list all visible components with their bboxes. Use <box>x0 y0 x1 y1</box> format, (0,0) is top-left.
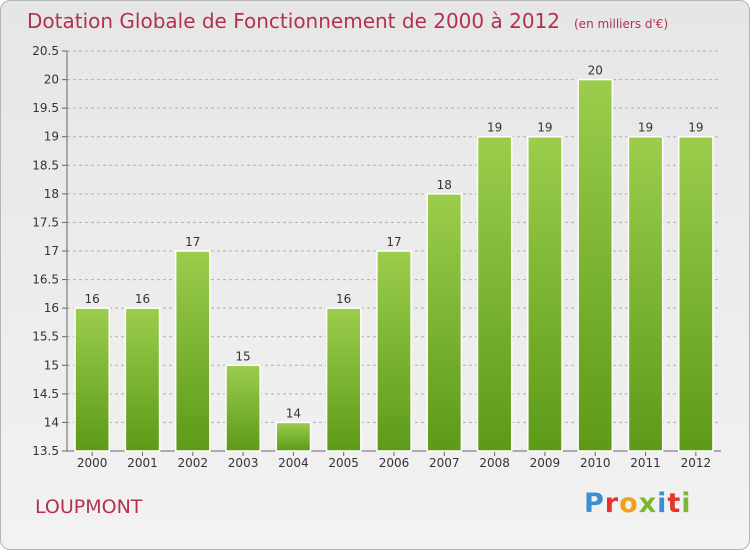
data-label-2006: 17 <box>386 235 401 249</box>
bars <box>74 78 714 452</box>
bar-2003 <box>225 364 261 452</box>
data-label-2005: 16 <box>336 292 351 306</box>
data-label-2008: 19 <box>487 121 502 135</box>
bar-2000 <box>74 307 111 452</box>
logo-letter: r <box>604 488 620 519</box>
x-tick-label-2000: 2000 <box>77 456 108 470</box>
y-tick-label: 16.5 <box>32 273 59 287</box>
data-label-2003: 15 <box>235 349 250 363</box>
bar-2006 <box>376 250 412 452</box>
bar-2012 <box>677 135 714 452</box>
x-tick-label-2003: 2003 <box>228 456 259 470</box>
logo-letter: x <box>638 488 658 519</box>
y-tick-label: 19 <box>44 130 59 144</box>
y-tick-label: 15 <box>44 358 59 372</box>
logo-letter: o <box>619 488 639 519</box>
data-label-2007: 18 <box>437 178 452 192</box>
bar-2002 <box>174 250 211 452</box>
bar-2011 <box>627 135 664 452</box>
data-label-2000: 16 <box>85 292 100 306</box>
x-tick-label-2012: 2012 <box>681 456 712 470</box>
y-tick-label: 14.5 <box>32 387 59 401</box>
y-tick-label: 18 <box>44 187 59 201</box>
x-tick-label-2001: 2001 <box>127 456 158 470</box>
y-tick-label: 17.5 <box>32 215 59 229</box>
bar-2008 <box>476 135 513 452</box>
proxiti-logo: Proxiti <box>584 488 692 519</box>
data-label-2011: 19 <box>638 121 653 135</box>
data-label-2004: 14 <box>286 406 301 420</box>
bar-2005 <box>325 307 362 452</box>
labels: 13.5 14 14.5 15 15.5 16 16.5 17 17.5 18 18.5 19 19.5… <box>32 44 711 470</box>
logo-letter: P <box>584 488 605 519</box>
y-tick-label: 19.5 <box>32 101 59 115</box>
y-tick-label: 20.5 <box>32 44 59 58</box>
x-tick-label-2005: 2005 <box>328 456 359 470</box>
logo-letter: t <box>667 488 682 519</box>
x-tick-label-2004: 2004 <box>278 456 309 470</box>
x-tick-label-2006: 2006 <box>379 456 410 470</box>
bar-2004 <box>275 421 312 452</box>
unit-label: (en milliers d'€) <box>574 17 669 31</box>
chart-title: Dotation Globale de Fonctionnement de 20… <box>27 9 668 33</box>
data-label-2009: 19 <box>537 121 552 135</box>
logo-letter: i <box>657 488 668 519</box>
x-tick-label-2009: 2009 <box>530 456 561 470</box>
y-tick-label: 18.5 <box>32 158 59 172</box>
y-tick-label: 20 <box>44 73 59 87</box>
x-tick-label-2007: 2007 <box>429 456 460 470</box>
data-label-2002: 17 <box>185 235 200 249</box>
bar-2009 <box>527 135 563 452</box>
bar-2010 <box>577 78 614 452</box>
commune-name: LOUPMONT <box>35 496 143 518</box>
data-label-2001: 16 <box>135 292 150 306</box>
data-label-2010: 20 <box>588 64 603 78</box>
bar-2007 <box>426 193 463 452</box>
data-label-2012: 19 <box>688 121 703 135</box>
y-tick-label: 14 <box>44 415 59 429</box>
title-text: Dotation Globale de Fonctionnement de 20… <box>27 9 560 33</box>
x-tick-label-2010: 2010 <box>580 456 611 470</box>
y-tick-label: 16 <box>44 301 59 315</box>
y-tick-label: 15.5 <box>32 330 59 344</box>
y-tick-label: 13.5 <box>32 444 59 458</box>
x-tick-label-2011: 2011 <box>630 456 661 470</box>
logo-letter: i <box>681 488 692 519</box>
y-tick-label: 17 <box>44 244 59 258</box>
x-tick-label-2008: 2008 <box>479 456 510 470</box>
bar-2001 <box>124 307 161 452</box>
x-tick-label-2002: 2002 <box>177 456 208 470</box>
